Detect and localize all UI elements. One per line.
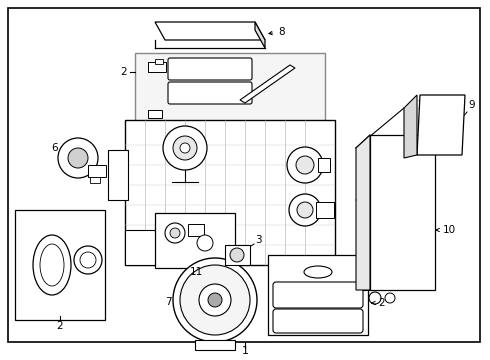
Polygon shape [240, 65, 295, 103]
Circle shape [296, 156, 314, 174]
Text: 6: 6 [51, 143, 58, 153]
Text: 9: 9 [468, 100, 475, 110]
Bar [188, 224, 204, 236]
Text: 2: 2 [372, 298, 385, 308]
Circle shape [58, 138, 98, 178]
Bar [108, 150, 128, 200]
Bar [268, 255, 368, 335]
Bar [125, 120, 335, 265]
Polygon shape [155, 22, 265, 40]
Bar [88, 165, 106, 177]
Bar [148, 110, 162, 118]
Circle shape [173, 258, 257, 342]
Polygon shape [404, 95, 417, 158]
Circle shape [208, 293, 222, 307]
Circle shape [369, 292, 381, 304]
Polygon shape [417, 95, 465, 155]
Circle shape [230, 248, 244, 262]
Text: 2: 2 [121, 67, 127, 77]
Polygon shape [356, 135, 370, 290]
Ellipse shape [33, 235, 71, 295]
Text: 3: 3 [255, 235, 261, 245]
Text: 10: 10 [436, 225, 456, 235]
Circle shape [173, 136, 197, 160]
Circle shape [165, 223, 185, 243]
Text: 8: 8 [269, 27, 285, 37]
Polygon shape [255, 22, 265, 48]
Circle shape [74, 246, 102, 274]
Bar [195, 340, 235, 350]
Text: 1: 1 [242, 346, 248, 356]
Bar [370, 135, 435, 290]
Bar [155, 213, 235, 268]
Circle shape [197, 235, 213, 251]
Circle shape [80, 252, 96, 268]
Text: 7: 7 [165, 297, 172, 307]
Bar [15, 210, 105, 320]
FancyBboxPatch shape [168, 58, 252, 80]
Circle shape [180, 265, 250, 335]
Circle shape [68, 148, 88, 168]
Bar [225, 245, 250, 265]
Bar [148, 62, 166, 72]
FancyBboxPatch shape [273, 309, 363, 333]
Text: 11: 11 [189, 267, 203, 277]
Bar [155, 59, 163, 64]
Ellipse shape [40, 244, 64, 286]
Circle shape [180, 143, 190, 153]
FancyBboxPatch shape [168, 82, 252, 104]
Circle shape [287, 147, 323, 183]
Bar [135, 53, 325, 163]
Circle shape [163, 126, 207, 170]
Circle shape [289, 194, 321, 226]
Circle shape [297, 202, 313, 218]
Bar [318, 158, 330, 172]
Circle shape [385, 293, 395, 303]
Bar [125, 230, 185, 265]
Bar [90, 177, 100, 183]
FancyBboxPatch shape [273, 282, 363, 308]
Circle shape [170, 228, 180, 238]
Circle shape [199, 284, 231, 316]
Text: 2: 2 [57, 321, 63, 331]
Bar [316, 202, 334, 218]
Ellipse shape [304, 266, 332, 278]
